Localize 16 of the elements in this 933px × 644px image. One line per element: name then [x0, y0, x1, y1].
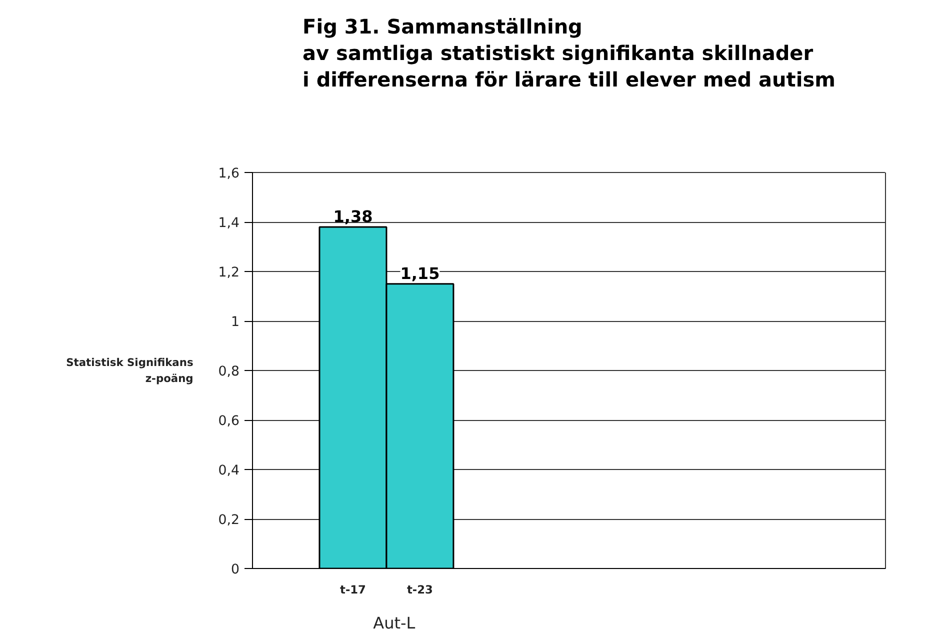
x-tick-label: t-23	[407, 582, 433, 596]
y-tick-label: 1,6	[218, 166, 240, 182]
y-tick-label: 0,4	[218, 464, 240, 478]
data-label: 1,15	[400, 264, 440, 283]
y-axis-title: Statistisk Signifikans z-poäng	[66, 356, 194, 385]
y-tick-label: 0,6	[218, 414, 240, 429]
y-tick-label: 1	[231, 315, 240, 330]
y-tick-label: 0	[231, 562, 240, 578]
y-tick-label: 1,2	[218, 266, 240, 280]
text: Fig 31. Sammanställning av samtliga statistiskt signifikanta skillnader i differenserna för lärare till elever med autism	[302, 14, 836, 92]
data-label: 1,38	[333, 206, 373, 226]
y-tick-label: 0,8	[218, 364, 240, 380]
x-tick-label: t-17	[340, 582, 366, 596]
y-tick-label: 0,2	[218, 513, 240, 528]
x-axis-title: Aut-L	[373, 614, 416, 632]
y-tick-label: 1,4	[218, 216, 240, 231]
